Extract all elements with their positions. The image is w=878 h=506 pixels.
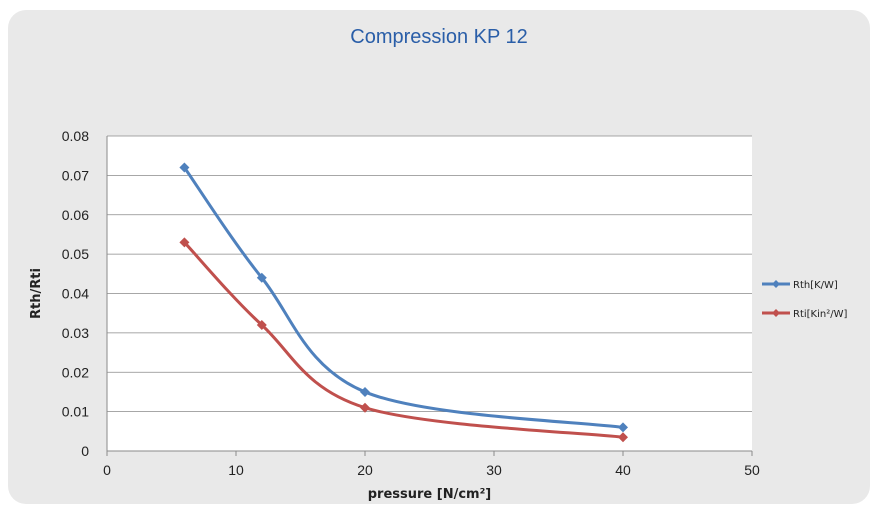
data-point-marker (360, 402, 370, 413)
y-tick-labels: 0 0.01 0.02 0.03 0.04 0.05 0.06 0.07 0.08 (62, 128, 89, 459)
y-tick-label: 0.08 (62, 128, 89, 144)
series-layer (179, 162, 628, 443)
series-line-2 (183, 241, 624, 439)
data-point-marker (256, 320, 267, 330)
data-point-marker (618, 422, 628, 433)
y-tick-label: 0 (81, 443, 89, 459)
series-line-1 (183, 166, 624, 429)
x-tick-labels: 0 10 20 30 40 50 (103, 462, 760, 478)
x-tick-label: 20 (357, 462, 373, 478)
legend-swatch-marker (772, 280, 780, 288)
legend: Rth[K/W] Rti[Kin²/W] (762, 280, 847, 320)
data-point-marker (360, 386, 370, 397)
y-axis-label: Rth/Rti (29, 268, 44, 319)
legend-label: Rth[K/W] (793, 280, 838, 291)
legend-label: Rti[Kin²/W] (793, 309, 847, 320)
y-tick-label: 0.04 (62, 286, 89, 302)
y-tick-label: 0.07 (62, 167, 89, 183)
axes (106, 136, 753, 456)
chart-title: Compression KP 12 (350, 26, 528, 48)
x-axis-label: pressure [N/cm²] (368, 487, 491, 502)
x-tick-label: 10 (228, 462, 244, 478)
x-tick-label: 50 (744, 462, 760, 478)
y-tick-label: 0.01 (62, 404, 89, 420)
y-tick-label: 0.03 (62, 325, 89, 341)
data-point-marker (179, 162, 190, 173)
x-tick-label: 0 (103, 462, 111, 478)
data-point-marker (256, 272, 267, 283)
y-tick-label: 0.02 (62, 364, 89, 380)
x-tick-label: 30 (486, 462, 502, 478)
y-tick-label: 0.06 (62, 207, 89, 223)
y-tick-label: 0.05 (62, 246, 89, 262)
x-tick-label: 40 (615, 462, 631, 478)
data-point-marker (618, 432, 628, 443)
data-point-marker (179, 237, 190, 248)
legend-swatch-marker (772, 309, 780, 317)
